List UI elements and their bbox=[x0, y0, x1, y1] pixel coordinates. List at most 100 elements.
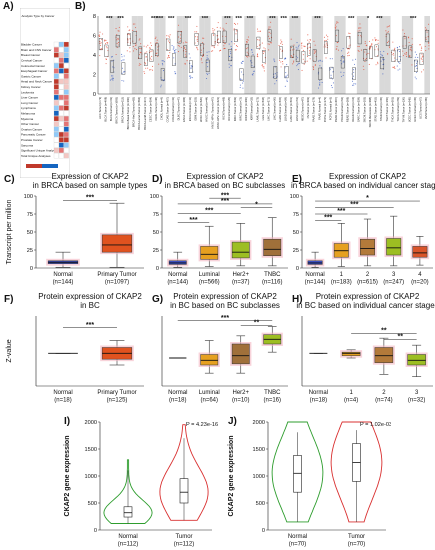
data-point bbox=[104, 39, 106, 41]
data-point bbox=[382, 55, 384, 57]
box bbox=[402, 36, 407, 49]
data-point bbox=[302, 54, 304, 56]
data-point bbox=[325, 46, 327, 48]
data-point bbox=[112, 75, 114, 77]
chart-e-box: Expression of CKAP2 in BRCA based on indi… bbox=[290, 172, 435, 286]
y-tick-label: 2 bbox=[93, 73, 96, 79]
data-point bbox=[201, 55, 204, 58]
x-category-label: Normal (n=144) bbox=[167, 272, 188, 286]
data-point bbox=[374, 37, 376, 39]
x-tick-label: LUAD.Normal (n=59) bbox=[284, 97, 288, 121]
data-point bbox=[138, 39, 140, 41]
data-point bbox=[402, 29, 404, 31]
data-point bbox=[290, 38, 292, 40]
x-tick-label: LGG.Tumor (n=516) bbox=[261, 97, 265, 120]
data-point bbox=[359, 30, 361, 32]
data-point bbox=[99, 55, 101, 57]
y-axis-label: Transcript per million bbox=[6, 200, 13, 265]
table-cell bbox=[58, 137, 64, 143]
x-tick-label: SKCM.Metastasis (n=368) bbox=[368, 97, 372, 127]
data-point bbox=[214, 29, 216, 31]
data-point bbox=[371, 43, 373, 45]
data-point bbox=[402, 50, 404, 52]
data-point bbox=[297, 57, 299, 59]
data-point bbox=[143, 45, 145, 47]
data-point bbox=[123, 71, 125, 73]
data-point bbox=[341, 50, 343, 52]
x-tick-label: PCPG.Tumor (n=179) bbox=[323, 97, 327, 122]
panel-label-d: D) bbox=[152, 174, 163, 185]
data-point bbox=[317, 87, 319, 89]
data-point bbox=[349, 32, 351, 35]
data-point bbox=[303, 45, 305, 47]
data-point bbox=[268, 28, 270, 30]
data-point bbox=[428, 42, 430, 44]
p-value-annotation: P = 1.02e-03 bbox=[360, 422, 391, 428]
table-cell bbox=[63, 153, 69, 159]
column-band bbox=[362, 16, 369, 94]
data-point bbox=[146, 51, 148, 53]
data-point bbox=[342, 61, 344, 63]
x-tick-label: READ.Normal (n=10) bbox=[351, 97, 355, 122]
data-point bbox=[230, 45, 232, 47]
data-point bbox=[292, 49, 294, 51]
data-point bbox=[268, 43, 270, 45]
data-point bbox=[261, 64, 263, 67]
y-axis-label: CKAP2 gene expression bbox=[64, 436, 71, 517]
box bbox=[166, 38, 171, 51]
data-point bbox=[121, 53, 123, 56]
data-point bbox=[224, 47, 226, 49]
data-point bbox=[340, 76, 343, 78]
data-point bbox=[189, 75, 191, 77]
data-point bbox=[383, 50, 385, 52]
data-point bbox=[98, 35, 100, 37]
data-point bbox=[297, 63, 299, 65]
table-row-label: Liver Cancer bbox=[21, 96, 38, 100]
data-point bbox=[217, 44, 219, 46]
data-point bbox=[222, 27, 224, 29]
data-point bbox=[371, 44, 373, 46]
data-point bbox=[251, 62, 253, 64]
data-point bbox=[415, 78, 417, 80]
x-tick-label: BRCA.Normal (n=112) bbox=[120, 97, 124, 123]
data-point bbox=[256, 45, 258, 48]
data-point bbox=[156, 52, 158, 54]
data-point bbox=[105, 43, 107, 45]
sig-mark: *** bbox=[376, 16, 383, 22]
data-point bbox=[184, 53, 186, 55]
panel-label-g: G) bbox=[152, 294, 164, 305]
data-point bbox=[157, 49, 159, 51]
x-tick-label: LUSC.Normal (n=51) bbox=[295, 97, 299, 121]
data-point bbox=[298, 44, 300, 46]
data-point bbox=[251, 51, 253, 53]
sig-mark: *** bbox=[117, 16, 124, 22]
column-band bbox=[244, 16, 250, 94]
column-band bbox=[384, 16, 391, 94]
chart-title: Expression of CKAP2 in BRCA based on BC s… bbox=[165, 172, 286, 190]
table-cell bbox=[63, 116, 69, 122]
data-point bbox=[105, 39, 107, 42]
data-point bbox=[330, 77, 332, 79]
x-tick-label: BLCA.Tumor (n=408) bbox=[103, 97, 107, 122]
table-row-label: Colorectal Cancer bbox=[21, 64, 45, 68]
box bbox=[397, 49, 401, 62]
table-cell bbox=[53, 89, 59, 95]
x-category-label: Normal (n=144) bbox=[53, 272, 74, 286]
data-point bbox=[257, 30, 259, 32]
chart-title: Expression of CKAP2 in BRCA based on indi… bbox=[291, 172, 435, 190]
box bbox=[217, 30, 221, 43]
data-point bbox=[268, 31, 270, 33]
data-point bbox=[206, 58, 208, 61]
sig-label: *** bbox=[189, 217, 197, 224]
box bbox=[256, 36, 261, 49]
data-point bbox=[168, 35, 170, 37]
data-point bbox=[122, 59, 124, 61]
data-point bbox=[293, 53, 295, 55]
data-point bbox=[405, 52, 408, 54]
data-point bbox=[247, 36, 250, 38]
data-point bbox=[337, 41, 339, 43]
data-point bbox=[116, 42, 118, 44]
box bbox=[324, 41, 328, 54]
x-tick-label: LAML.Tumor (n=173) bbox=[255, 97, 259, 122]
box bbox=[318, 67, 323, 80]
